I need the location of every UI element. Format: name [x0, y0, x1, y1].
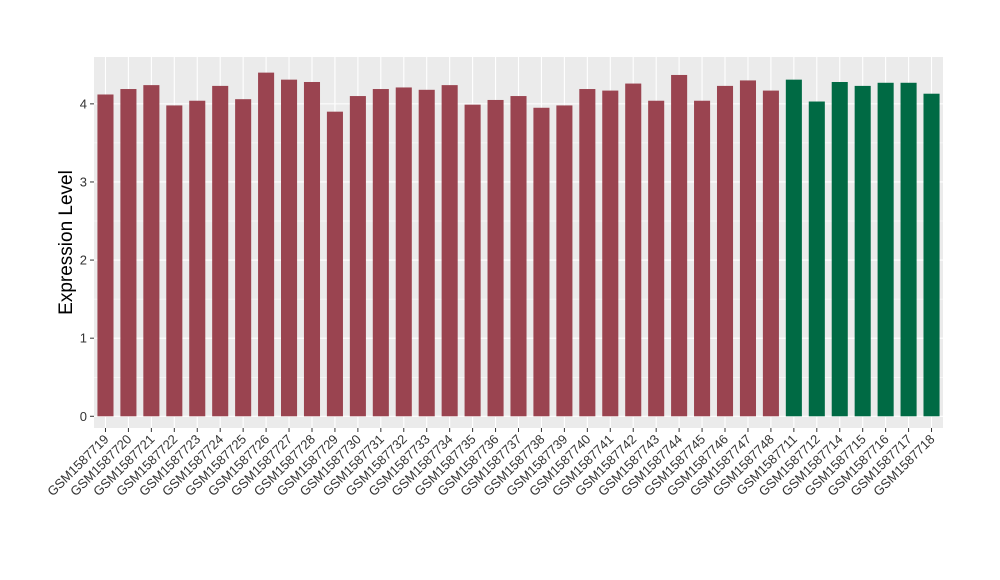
bar-GSM1587737 — [510, 96, 527, 417]
bars — [97, 72, 940, 417]
bar-GSM1587735 — [464, 104, 481, 417]
bar-GSM1587716 — [877, 82, 894, 417]
bar-GSM1587711 — [785, 79, 802, 417]
bar-GSM1587725 — [235, 99, 252, 417]
bar-GSM1587734 — [441, 85, 458, 417]
bar-GSM1587746 — [716, 85, 734, 417]
bar-GSM1587736 — [487, 99, 504, 417]
bar-GSM1587726 — [258, 72, 275, 417]
bar-GSM1587718 — [923, 93, 940, 417]
bar-GSM1587721 — [143, 85, 160, 417]
bar-GSM1587717 — [900, 82, 917, 417]
bar-GSM1587744 — [671, 74, 688, 417]
bar-GSM1587740 — [579, 89, 596, 417]
bar-GSM1587748 — [762, 90, 779, 417]
bar-GSM1587720 — [120, 89, 137, 417]
y-axis-title: Expression Level — [56, 170, 77, 315]
bar-GSM1587719 — [97, 94, 114, 417]
y-axis: 0 1 2 3 4 — [80, 96, 94, 424]
y-tick-label: 2 — [80, 253, 87, 268]
bar-GSM1587729 — [326, 111, 343, 417]
bar-GSM1587730 — [349, 96, 366, 417]
bar-GSM1587732 — [395, 87, 412, 417]
bar-GSM1587742 — [625, 83, 642, 417]
bar-GSM1587743 — [648, 100, 665, 417]
bar-GSM1587712 — [808, 101, 825, 417]
x-axis: GSM1587719GSM1587720GSM1587721GSM1587722… — [44, 428, 938, 499]
y-tick-label: 1 — [80, 331, 87, 346]
bar-GSM1587747 — [739, 80, 756, 417]
bar-GSM1587728 — [303, 81, 321, 417]
y-tick-label: 4 — [80, 96, 87, 111]
y-tick-label: 0 — [80, 409, 87, 424]
bar-GSM1587731 — [372, 89, 389, 417]
bar-GSM1587733 — [418, 89, 435, 417]
y-tick-label: 3 — [80, 174, 87, 189]
bar-GSM1587739 — [556, 105, 573, 417]
bar-GSM1587715 — [854, 85, 871, 417]
bar-GSM1587723 — [189, 100, 206, 417]
bar-GSM1587741 — [602, 90, 619, 417]
bar-GSM1587745 — [694, 100, 711, 417]
bar-GSM1587724 — [212, 85, 229, 417]
bar-GSM1587722 — [166, 105, 183, 417]
bar-GSM1587738 — [533, 107, 550, 417]
bar-GSM1587714 — [831, 81, 848, 417]
bar-GSM1587727 — [281, 79, 298, 417]
